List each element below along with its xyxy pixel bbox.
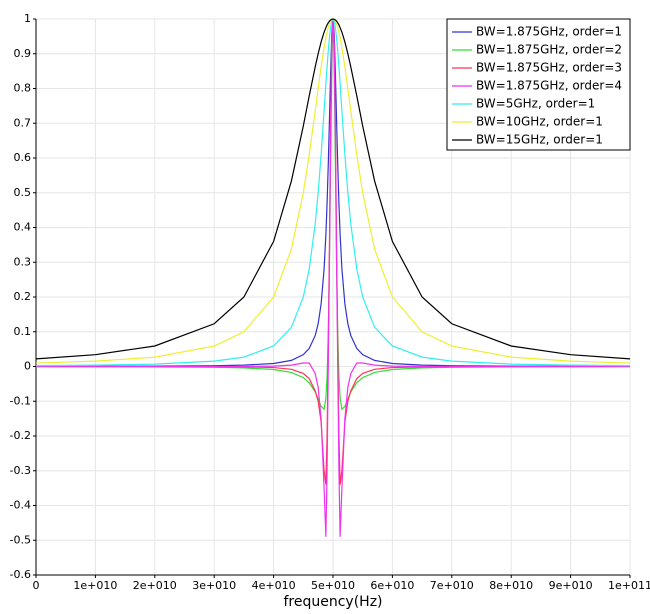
y-tick-label: 0.9: [14, 47, 32, 60]
y-tick-label: 0.7: [14, 116, 32, 129]
y-tick-label: -0.2: [10, 429, 31, 442]
legend-label: BW=1.875GHz, order=2: [476, 43, 622, 57]
legend-label: BW=1.875GHz, order=3: [476, 61, 622, 75]
x-tick-label: 2e+010: [133, 579, 177, 592]
legend-box: [446, 18, 631, 151]
x-tick-label: 3e+010: [192, 579, 236, 592]
legend-label: BW=10GHz, order=1: [476, 115, 603, 129]
legend-label: BW=1.875GHz, order=1: [476, 25, 622, 39]
x-tick-label: 8e+010: [489, 579, 533, 592]
x-tick-label: 5e+010: [311, 579, 355, 592]
y-tick-label: 0.1: [14, 325, 32, 338]
y-tick-label: -0.5: [10, 533, 31, 546]
x-tick-label: 6e+010: [370, 579, 414, 592]
x-tick-label: 0: [33, 579, 40, 592]
y-tick-label: 0.4: [14, 221, 32, 234]
x-tick-label: 1e+011: [608, 579, 650, 592]
y-tick-label: 0.6: [14, 151, 32, 164]
x-tick-label: 7e+010: [430, 579, 474, 592]
y-tick-label: 0: [24, 360, 31, 373]
x-axis-label: frequency(Hz): [283, 594, 382, 610]
y-tick-label: -0.1: [10, 394, 31, 407]
y-tick-label: 0.2: [14, 290, 32, 303]
legend-label: BW=15GHz, order=1: [476, 133, 603, 147]
y-tick-label: -0.4: [10, 499, 31, 512]
y-tick-label: -0.6: [10, 568, 31, 581]
x-tick-label: 9e+010: [549, 579, 593, 592]
y-tick-label: 1: [24, 12, 31, 25]
y-tick-label: 0.3: [14, 255, 32, 268]
y-tick-label: -0.3: [10, 464, 31, 477]
legend-label: BW=1.875GHz, order=4: [476, 79, 622, 93]
x-tick-label: 1e+010: [73, 579, 117, 592]
x-tick-label: 4e+010: [252, 579, 296, 592]
legend-label: BW=5GHz, order=1: [476, 97, 595, 111]
y-tick-label: 0.8: [14, 82, 32, 95]
line-series: [35, 18, 631, 360]
y-tick-label: 0.5: [14, 186, 32, 199]
